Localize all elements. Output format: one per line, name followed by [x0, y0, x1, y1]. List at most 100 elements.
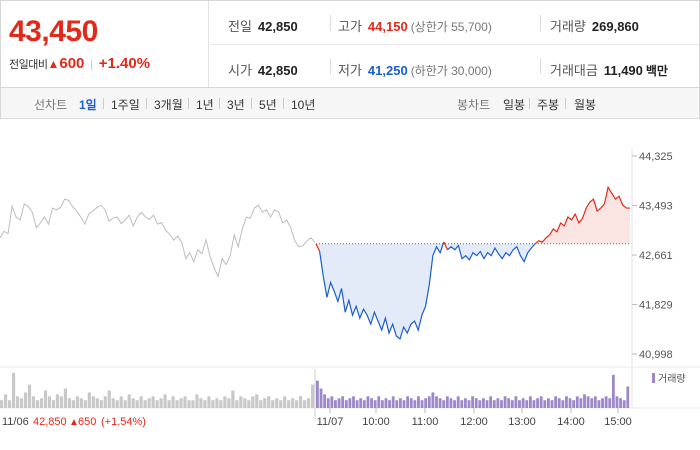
line-chart-label: 선차트: [34, 98, 68, 112]
volume-bar: [384, 398, 388, 408]
volume-bar: [348, 398, 352, 408]
down-price-line: [447, 243, 536, 263]
price-chart: 44,325 43,493 42,661 41,829 40,998 거래량 11/07 10…: [0, 149, 700, 428]
volume-bar: [608, 398, 612, 408]
volume-bar-prev: [303, 400, 307, 408]
down-area-fill: [447, 243, 536, 262]
change-label: 전일대비: [9, 59, 48, 71]
volume-bar-prev: [47, 396, 52, 408]
volume-bar: [467, 400, 471, 408]
volume-bar-prev: [0, 400, 4, 408]
up-price-line: [443, 241, 448, 250]
volume-bar-prev: [23, 392, 28, 408]
volume-bar-prev: [83, 400, 87, 408]
volume-bar-prev: [183, 396, 187, 408]
volume-bar: [388, 400, 391, 408]
volume-bar-prev: [55, 394, 60, 408]
volume-bar-prev: [91, 396, 95, 408]
volume-bar-prev: [95, 398, 99, 408]
tab-divider: [283, 98, 284, 109]
tab-divider: [188, 98, 189, 109]
volume-bar-prev: [7, 400, 12, 408]
volume-bar-prev: [215, 398, 219, 408]
stats-grid: 전일 42,850 고가 44,150 (상한가 55,700) 거래량 269,860…: [210, 1, 699, 87]
volume-bar: [471, 396, 475, 408]
volume-bar-prev: [195, 394, 199, 408]
tab-divider: [146, 98, 147, 109]
volume-bar: [362, 400, 366, 408]
stat-volume: 거래량 269,860: [550, 16, 639, 35]
tab-period-10y[interactable]: 10년: [291, 98, 316, 112]
candle-chart-label: 봉차트: [457, 98, 491, 112]
volume-bar: [399, 398, 402, 408]
volume-bar-prev: [123, 400, 127, 408]
tab-period-3y[interactable]: 3년: [227, 98, 245, 112]
volume-bar-prev: [139, 396, 143, 408]
volume-bar: [391, 396, 395, 408]
volume-bar: [442, 400, 446, 408]
volume-bar: [413, 400, 417, 408]
chart-period-tabs: 선차트 1일 1주일 3개월 1년 3년 5년 10년 봉차트 일봉 주봉 월봉: [0, 88, 700, 119]
volume-bar: [460, 400, 464, 408]
volume-bar-prev: [127, 394, 131, 408]
volume-bar: [344, 400, 348, 408]
volume-bar: [622, 400, 626, 408]
volume-bar: [565, 396, 568, 408]
volume-bar: [521, 398, 525, 408]
x-tick-label: 11:00: [412, 416, 439, 428]
y-tick-label: 42,661: [639, 250, 673, 262]
volume-bar: [326, 398, 330, 408]
volume-bar: [557, 398, 561, 408]
volume-bar: [586, 396, 590, 408]
stat-sub: 백만: [645, 64, 668, 78]
volume-bar-prev: [59, 396, 63, 408]
tab-period-3m[interactable]: 3개월: [154, 98, 183, 112]
x-tick-label: 11/07: [317, 416, 344, 428]
volume-bar: [496, 398, 500, 408]
volume-bar: [431, 392, 435, 408]
tab-period-1y[interactable]: 1년: [196, 98, 214, 112]
stat-value: 42,850: [257, 19, 298, 34]
volume-legend-label: 거래량: [658, 373, 686, 385]
volume-bar: [601, 398, 604, 408]
volume-bar-prev: [27, 384, 32, 408]
stat-value: 44,150: [367, 19, 408, 34]
volume-bar-prev: [299, 396, 303, 408]
volume-bar-prev: [103, 396, 107, 408]
volume-bar: [453, 400, 456, 408]
volume-bar-prev: [111, 398, 115, 408]
volume-bar-prev: [43, 390, 48, 408]
tab-candle-weekly[interactable]: 주봉: [537, 98, 560, 112]
volume-bar-prev: [75, 396, 79, 408]
tab-divider: [103, 98, 104, 109]
tab-period-5y[interactable]: 5년: [259, 98, 277, 112]
volume-bar-prev: [175, 400, 179, 408]
volume-bar: [323, 394, 327, 408]
volume-bar: [463, 398, 467, 408]
tab-period-1d[interactable]: 1일: [79, 98, 97, 112]
stat-value: 42,850: [257, 63, 298, 78]
volume-bar-prev: [199, 398, 203, 408]
volume-bar: [615, 396, 619, 408]
footer-date: 11/06: [2, 416, 29, 428]
up-triangle-icon: ▲: [47, 57, 60, 71]
up-price-line: [315, 243, 321, 252]
price-summary: 43,450 전일대비▲600 | +1.40% 전일 42,850 고가 44,1…: [0, 0, 700, 88]
volume-bar: [330, 396, 334, 408]
stat-trade-amount: 거래대금 11,490 백만: [550, 60, 668, 79]
volume-bar: [525, 400, 529, 408]
volume-bar: [482, 398, 485, 408]
stat-separator: [330, 58, 331, 74]
tab-candle-monthly[interactable]: 월봉: [574, 98, 597, 112]
volume-bar: [370, 398, 373, 408]
volume-bar-prev: [279, 400, 283, 408]
volume-bar-prev: [63, 388, 67, 408]
down-area-fill: [319, 241, 444, 340]
x-tick-label: 10:00: [362, 416, 390, 428]
tab-candle-daily[interactable]: 일봉: [503, 98, 526, 112]
volume-bar: [427, 396, 431, 408]
volume-bar-prev: [271, 400, 275, 408]
change-row: 전일대비▲600 | +1.40%: [9, 55, 150, 72]
tab-period-1w[interactable]: 1주일: [111, 98, 140, 112]
tab-divider: [251, 98, 252, 109]
